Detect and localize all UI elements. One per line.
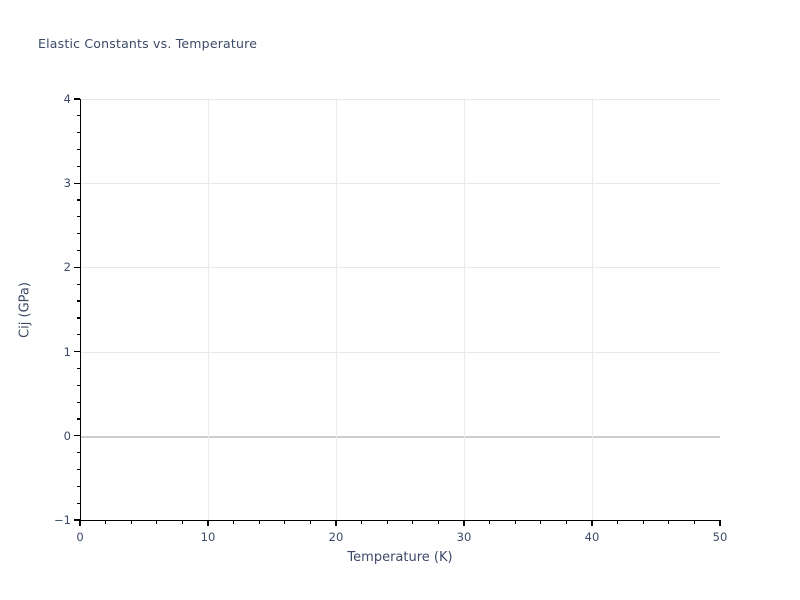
x-tick-minor: [258, 520, 260, 524]
y-tick-minor: [76, 384, 80, 386]
x-tick-minor: [233, 520, 235, 524]
x-tick-minor: [386, 520, 388, 524]
y-tick-minor: [76, 216, 80, 218]
x-tick-label: 20: [328, 530, 344, 544]
y-tick-major: [74, 435, 80, 437]
x-tick-minor: [284, 520, 286, 524]
x-tick-minor: [489, 520, 491, 524]
x-tick-minor: [617, 520, 619, 524]
x-tick-minor: [642, 520, 644, 524]
y-tick-minor: [76, 452, 80, 454]
x-tick-major: [79, 520, 81, 526]
y-tick-label: 2: [63, 260, 71, 275]
x-tick-minor: [437, 520, 439, 524]
x-tick-minor: [156, 520, 158, 524]
x-tick-minor: [181, 520, 183, 524]
x-tick-minor: [540, 520, 542, 524]
x-tick-minor: [412, 520, 414, 524]
x-tick-major: [335, 520, 337, 526]
x-tick-label: 0: [76, 530, 84, 544]
y-axis-spine: [80, 99, 82, 520]
chart-title: Elastic Constants vs. Temperature: [38, 36, 258, 51]
gridline-horizontal: [80, 99, 720, 100]
x-tick-minor: [309, 520, 311, 524]
y-tick-label: 1: [63, 344, 71, 359]
y-tick-minor: [76, 115, 80, 117]
y-tick-minor: [76, 300, 80, 302]
y-tick-minor: [76, 418, 80, 420]
gridline-horizontal: [80, 267, 720, 269]
y-tick-minor: [76, 233, 80, 235]
gridline-horizontal: [80, 183, 720, 185]
x-tick-minor: [514, 520, 516, 524]
x-axis-label: Temperature (K): [347, 550, 453, 565]
y-tick-major: [74, 182, 80, 184]
gridline-vertical: [336, 99, 337, 520]
x-tick-minor: [693, 520, 695, 524]
x-tick-label: 10: [200, 530, 216, 544]
y-tick-label: −1: [54, 513, 71, 527]
x-tick-major: [207, 520, 209, 526]
y-tick-minor: [76, 283, 80, 285]
x-tick-major: [719, 520, 721, 526]
x-tick-minor: [130, 520, 132, 524]
x-axis-spine: [80, 520, 720, 522]
gridline-vertical: [592, 99, 593, 520]
y-tick-minor: [76, 367, 80, 370]
y-tick-minor: [76, 148, 80, 151]
x-tick-label: 30: [456, 530, 472, 544]
x-tick-minor: [105, 520, 107, 524]
x-tick-major: [463, 520, 465, 526]
x-tick-major: [591, 520, 593, 526]
y-tick-minor: [76, 334, 80, 336]
y-tick-major: [74, 98, 80, 100]
x-tick-minor: [565, 520, 567, 524]
y-tick-minor: [76, 468, 80, 471]
y-tick-minor: [76, 317, 80, 319]
x-tick-label: 50: [712, 530, 728, 544]
y-tick-minor: [76, 485, 80, 487]
y-tick-minor: [76, 249, 80, 252]
y-tick-minor: [76, 401, 80, 403]
x-tick-label: 40: [584, 530, 600, 544]
y-tick-label: 3: [63, 176, 71, 191]
plot-area: −1 0 1 2 3 4 0 10 20 30 40 50: [54, 92, 727, 544]
x-tick-minor: [361, 520, 363, 524]
y-axis-label: Cij (GPa): [17, 282, 33, 338]
y-tick-label: 4: [63, 92, 71, 106]
gridline-horizontal: [80, 351, 720, 353]
gridline-vertical: [208, 99, 209, 520]
y-tick-minor: [76, 199, 80, 201]
y-tick-major: [74, 266, 80, 269]
y-tick-label: 0: [63, 428, 71, 443]
y-tick-major: [74, 519, 80, 521]
y-tick-major: [74, 350, 80, 353]
y-tick-minor: [76, 502, 80, 504]
gridline-vertical: [464, 99, 465, 520]
gridline-horizontal: [80, 435, 720, 438]
y-tick-minor: [76, 165, 80, 167]
x-tick-minor: [668, 520, 670, 524]
y-tick-minor: [76, 132, 80, 134]
